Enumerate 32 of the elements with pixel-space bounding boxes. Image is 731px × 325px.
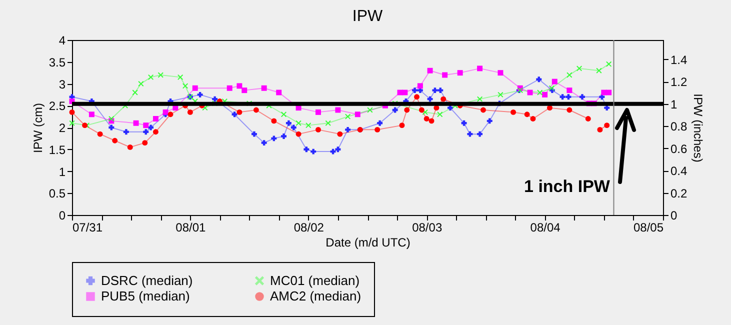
y2-tick-label: 0.8 <box>670 120 688 134</box>
legend-label: DSRC (median) <box>101 272 193 288</box>
x-tick-label: 08/03 <box>412 220 442 234</box>
y-tick-label: 1.5 <box>48 142 66 157</box>
y2-tick-label: 0.4 <box>670 164 688 178</box>
y-tick-label: 2.5 <box>48 99 66 114</box>
y-axis-title: IPW (cm) <box>30 103 45 153</box>
x-axis-title: Date (m/d UTC) <box>326 236 410 250</box>
legend-label: PUB5 (median) <box>101 288 190 304</box>
y-tick-label: 0 <box>58 208 66 222</box>
x-tick-label: 08/02 <box>294 220 324 234</box>
x-tick-label: 08/04 <box>530 220 561 234</box>
legend-label: AMC2 (median) <box>270 288 362 304</box>
y2-tick-label: 0.6 <box>670 142 688 156</box>
y2-tick-label: 1.4 <box>670 52 688 67</box>
y-tick-label: 3 <box>58 77 66 92</box>
legend-label: MC01 (median) <box>270 272 360 288</box>
chart-title: IPW <box>352 8 384 25</box>
y-tick-label: 4 <box>58 34 66 48</box>
y2-tick-label: 1.2 <box>670 75 688 90</box>
y2-tick-label: 1 <box>670 97 678 112</box>
x-tick-label: 07/31 <box>72 220 103 234</box>
y-tick-label: 2 <box>58 121 66 135</box>
y2-tick-label: 0.2 <box>670 186 688 200</box>
y-tick-label: 3.5 <box>48 55 66 70</box>
y2-axis-title: IPW (inches) <box>691 94 706 162</box>
x-tick-label: 08/01 <box>176 220 206 234</box>
annotation: 1 inch IPW <box>524 177 611 196</box>
x-tick-label: 08/05 <box>633 220 664 234</box>
y-tick-label: 1 <box>58 164 66 179</box>
y-tick-label: 0.5 <box>48 186 66 201</box>
y2-tick-label: 0 <box>670 208 678 222</box>
